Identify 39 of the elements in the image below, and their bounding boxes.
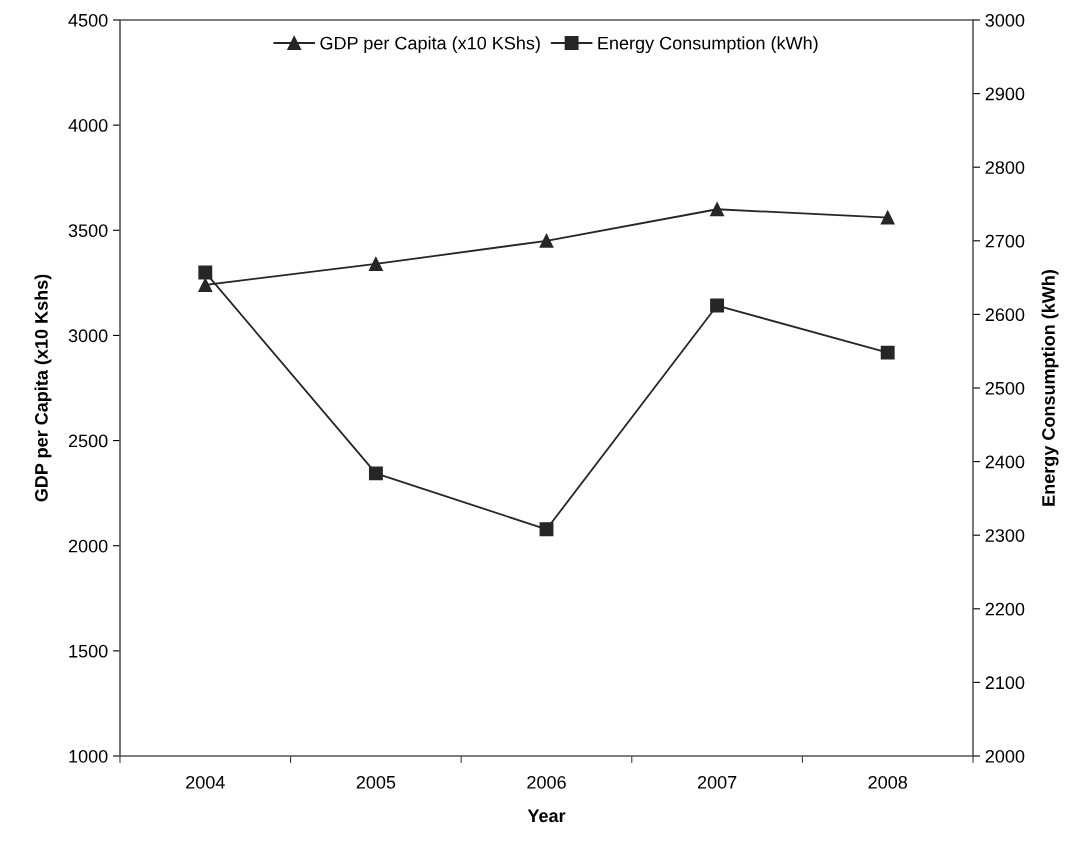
y-tick-label: 3500 — [68, 224, 108, 238]
y-tick-label: 4000 — [68, 119, 108, 132]
y2-tick-label: 2500 — [985, 381, 1025, 395]
point — [198, 265, 213, 280]
y-tick-label: 1500 — [69, 644, 108, 658]
y2-tick-label: 2000 — [985, 749, 1025, 763]
y2-tick-label: 2800 — [985, 161, 1025, 174]
point — [198, 278, 213, 292]
y2-tick-label: 2400 — [985, 455, 1025, 469]
y2-tick-label: 3000 — [985, 13, 1025, 27]
x-tick-label: 2007 — [697, 775, 737, 789]
legend-label: Energy Consumption (kWh) — [598, 36, 818, 54]
point — [539, 233, 554, 248]
y2-tick-label: 2700 — [985, 234, 1025, 248]
y2-tick-label: 2200 — [985, 602, 1025, 616]
y2-tick-label: 2300 — [985, 529, 1025, 542]
y2-tick-label: 2100 — [985, 676, 1025, 690]
point — [880, 210, 895, 225]
y-axis-title: GDP per Capita (x10 Kshs) — [34, 274, 52, 502]
point — [710, 202, 725, 217]
y-tick-label: 4500 — [68, 13, 108, 27]
y-tick-label: 2500 — [68, 434, 108, 448]
x-axis-title: Year — [527, 809, 566, 823]
y2-axis-title: Energy Consumption (kWh) — [1041, 270, 1059, 506]
x-tick-label: 2004 — [186, 775, 225, 789]
point — [368, 256, 383, 271]
y2-tick-label: 2900 — [985, 87, 1025, 101]
y-tick-label: 2000 — [68, 539, 108, 553]
point — [710, 298, 725, 313]
x-tick-label: 2006 — [527, 775, 566, 789]
point — [368, 466, 383, 481]
legend-label: GDP per Capita (x10 KShs) — [320, 36, 540, 54]
y2-tick-label: 2600 — [985, 308, 1025, 322]
point — [880, 345, 895, 360]
point — [539, 522, 554, 537]
x-tick-label: 2005 — [356, 775, 396, 789]
y-tick-label: 1000 — [69, 749, 108, 763]
x-tick-label: 2008 — [868, 775, 907, 789]
y-tick-label: 3000 — [68, 329, 108, 343]
